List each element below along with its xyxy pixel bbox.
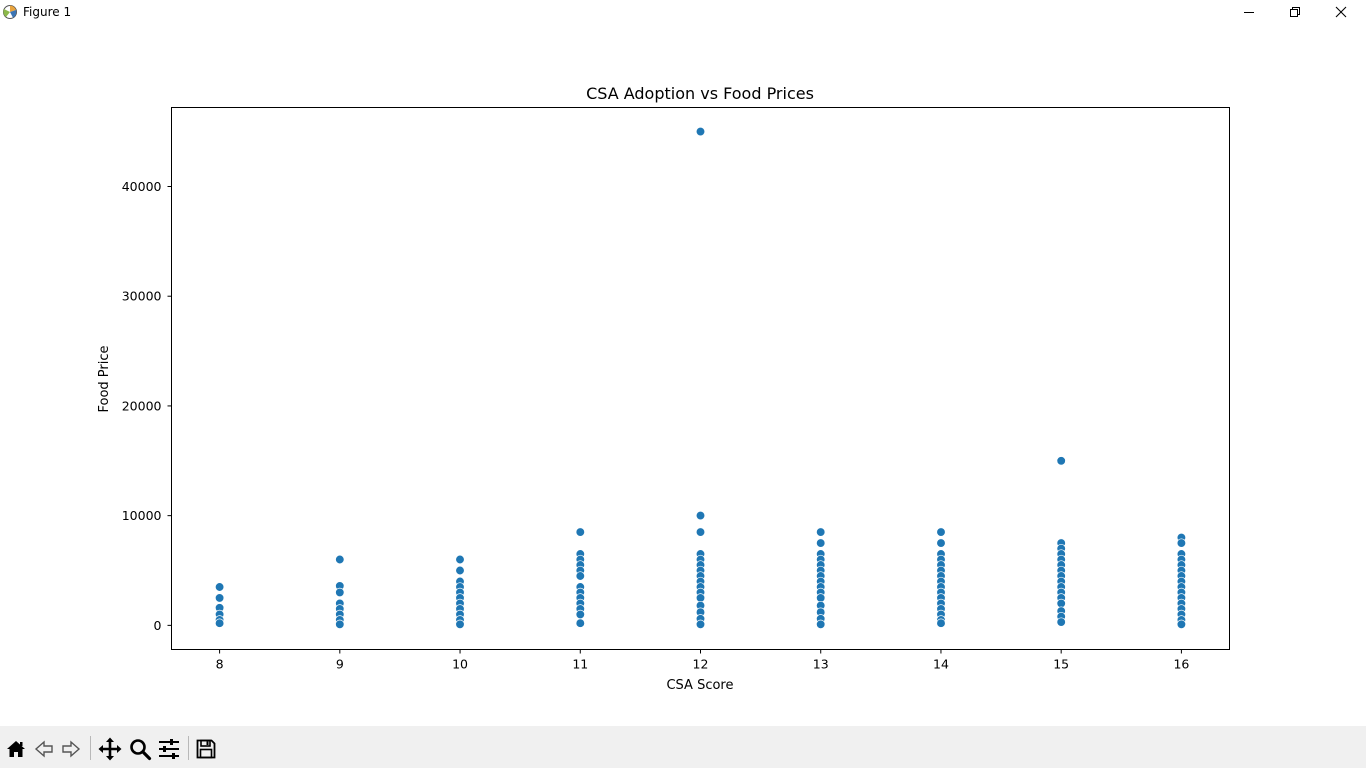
scatter-chart: CSA Adoption vs Food Prices 8 9 10 11 12 13 14… — [97, 84, 1230, 693]
scatter-point — [575, 571, 585, 581]
scatter-point — [455, 619, 465, 629]
scatter-point — [695, 593, 706, 603]
scatter-point — [214, 618, 225, 628]
scatter-point — [335, 554, 345, 565]
scatter-point — [575, 527, 585, 537]
y-axis: 0 10000 20000 30000 40000 — [122, 179, 172, 633]
scatter-point — [1176, 538, 1187, 548]
scatter-point — [214, 593, 225, 603]
toolbar-separator — [90, 736, 91, 760]
minimize-button[interactable] — [1226, 0, 1272, 24]
scatter-point — [695, 527, 706, 537]
x-tick-label: 14 — [933, 657, 949, 672]
scatter-point — [455, 565, 465, 576]
back-button[interactable] — [31, 736, 57, 762]
window-title: Figure 1 — [23, 5, 72, 19]
zoom-button[interactable] — [127, 736, 153, 762]
scatter-point — [816, 527, 826, 537]
matplotlib-icon — [3, 5, 17, 19]
scatter-point — [1056, 617, 1066, 627]
forward-icon — [62, 740, 81, 758]
scatter-point — [335, 619, 345, 629]
scatter-point — [335, 587, 345, 598]
x-tick-label: 8 — [216, 657, 224, 672]
scatter-point — [575, 618, 585, 628]
x-axis-label: CSA Score — [666, 678, 733, 693]
points-layer — [214, 126, 1187, 629]
back-icon — [34, 740, 53, 758]
forward-button[interactable] — [58, 736, 84, 762]
y-axis-label: Food Price — [97, 345, 112, 412]
toolbar-separator — [188, 736, 189, 760]
x-tick-label: 12 — [693, 657, 709, 672]
title-bar: Figure 1 — [0, 0, 1366, 24]
y-tick-label: 30000 — [122, 289, 162, 304]
scatter-point — [695, 510, 706, 521]
scatter-point — [695, 126, 706, 137]
x-tick-label: 13 — [813, 657, 829, 672]
scatter-point — [936, 527, 946, 537]
y-tick-label: 0 — [154, 618, 162, 633]
x-tick-label: 16 — [1173, 657, 1189, 672]
scatter-point — [455, 554, 465, 565]
scatter-point — [695, 619, 706, 629]
pan-icon — [98, 737, 122, 761]
scatter-point — [1176, 619, 1187, 629]
close-button[interactable] — [1318, 0, 1364, 24]
scatter-point — [214, 582, 225, 592]
home-icon — [7, 741, 25, 757]
maximize-button[interactable] — [1272, 0, 1318, 24]
maximize-icon — [1290, 7, 1300, 17]
chart-title: CSA Adoption vs Food Prices — [586, 84, 814, 103]
home-button[interactable] — [3, 736, 29, 762]
y-tick-label: 20000 — [122, 398, 162, 413]
figure-canvas[interactable]: CSA Adoption vs Food Prices 8 9 10 11 12 13 14… — [0, 24, 1366, 726]
scatter-point — [575, 609, 585, 620]
configure-subplots-button[interactable] — [156, 736, 182, 762]
configure-subplots-icon — [159, 739, 179, 759]
scatter-point — [816, 538, 826, 548]
x-axis: 8 9 10 11 12 13 14 15 16 — [216, 649, 1189, 672]
minimize-icon — [1244, 12, 1254, 13]
save-icon — [196, 739, 216, 759]
scatter-point — [936, 538, 946, 548]
y-tick-label: 40000 — [122, 179, 162, 194]
x-tick-label: 15 — [1053, 657, 1069, 672]
save-button[interactable] — [193, 736, 219, 762]
scatter-point — [1056, 456, 1066, 466]
pan-button[interactable] — [97, 736, 123, 762]
zoom-icon — [130, 739, 152, 761]
scatter-point — [816, 619, 826, 629]
close-icon — [1335, 6, 1347, 18]
x-tick-label: 9 — [336, 657, 344, 672]
x-tick-label: 10 — [452, 657, 468, 672]
scatter-point — [816, 593, 826, 603]
scatter-point — [936, 618, 946, 628]
scatter-point — [1056, 598, 1066, 609]
x-tick-label: 11 — [572, 657, 588, 672]
y-tick-label: 10000 — [122, 508, 162, 523]
navigation-toolbar — [0, 726, 1366, 768]
